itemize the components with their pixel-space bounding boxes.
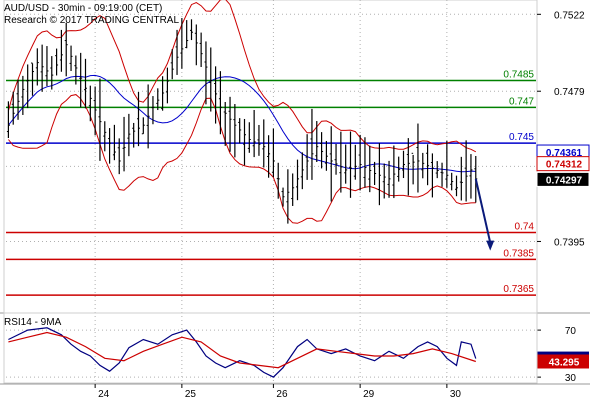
price-badge-label: 0.74361 [546, 148, 583, 159]
level-label: 0.747 [509, 96, 534, 107]
price-axis: 0.75220.74790.74370.73950.743610.743120.… [536, 10, 590, 384]
price-panel: 0.7485 0.747 0.745 0.74 0.7385 0.7365 [3, 0, 538, 314]
level-label: 0.745 [509, 132, 534, 143]
time-tick-label: 25 [185, 389, 197, 400]
rsi-badge-label: 43.295 [549, 357, 580, 368]
rsi-series-9ma [8, 331, 476, 369]
level-label: 0.7365 [503, 284, 534, 295]
rsi-series-rsi14 [8, 327, 477, 378]
time-tick-label: 24 [98, 389, 110, 400]
price-badge [536, 171, 590, 187]
level-label: 0.74 [515, 222, 535, 233]
price-tick-label: 0.7522 [554, 10, 585, 21]
rsi-tick-label: 30 [565, 373, 577, 384]
bollinger-upper [7, 0, 477, 153]
level-label: 0.7385 [503, 248, 534, 259]
price-tick-label: 0.7395 [554, 237, 585, 248]
time-tick-label: 29 [363, 389, 375, 400]
forecast-arrow [474, 178, 492, 243]
rsi-title: RSI14 - 9MA [4, 317, 62, 328]
chart-title: AUD/USD - 30min - 09:19:00 (CET) [4, 3, 162, 14]
time-tick-label: 26 [276, 389, 288, 400]
price-badge-label: 0.74312 [546, 160, 583, 171]
forecast-arrow-head [486, 240, 495, 251]
time-axis: 24 25 26 29 30 [0, 383, 590, 400]
time-tick-label: 30 [450, 389, 462, 400]
price-badge-label: 0.74297 [546, 175, 583, 186]
moving-average [8, 74, 476, 173]
rsi-panel [0, 312, 590, 384]
rsi-tick-label: 70 [565, 326, 577, 337]
rsi-badge [537, 354, 589, 369]
bollinger-lower [8, 94, 476, 224]
chart-copyright: Research © 2017 TRADING CENTRAL [4, 15, 179, 26]
price-badge [536, 156, 590, 172]
level-label: 0.7485 [503, 69, 534, 80]
price-tick-label: 0.7479 [554, 87, 585, 98]
